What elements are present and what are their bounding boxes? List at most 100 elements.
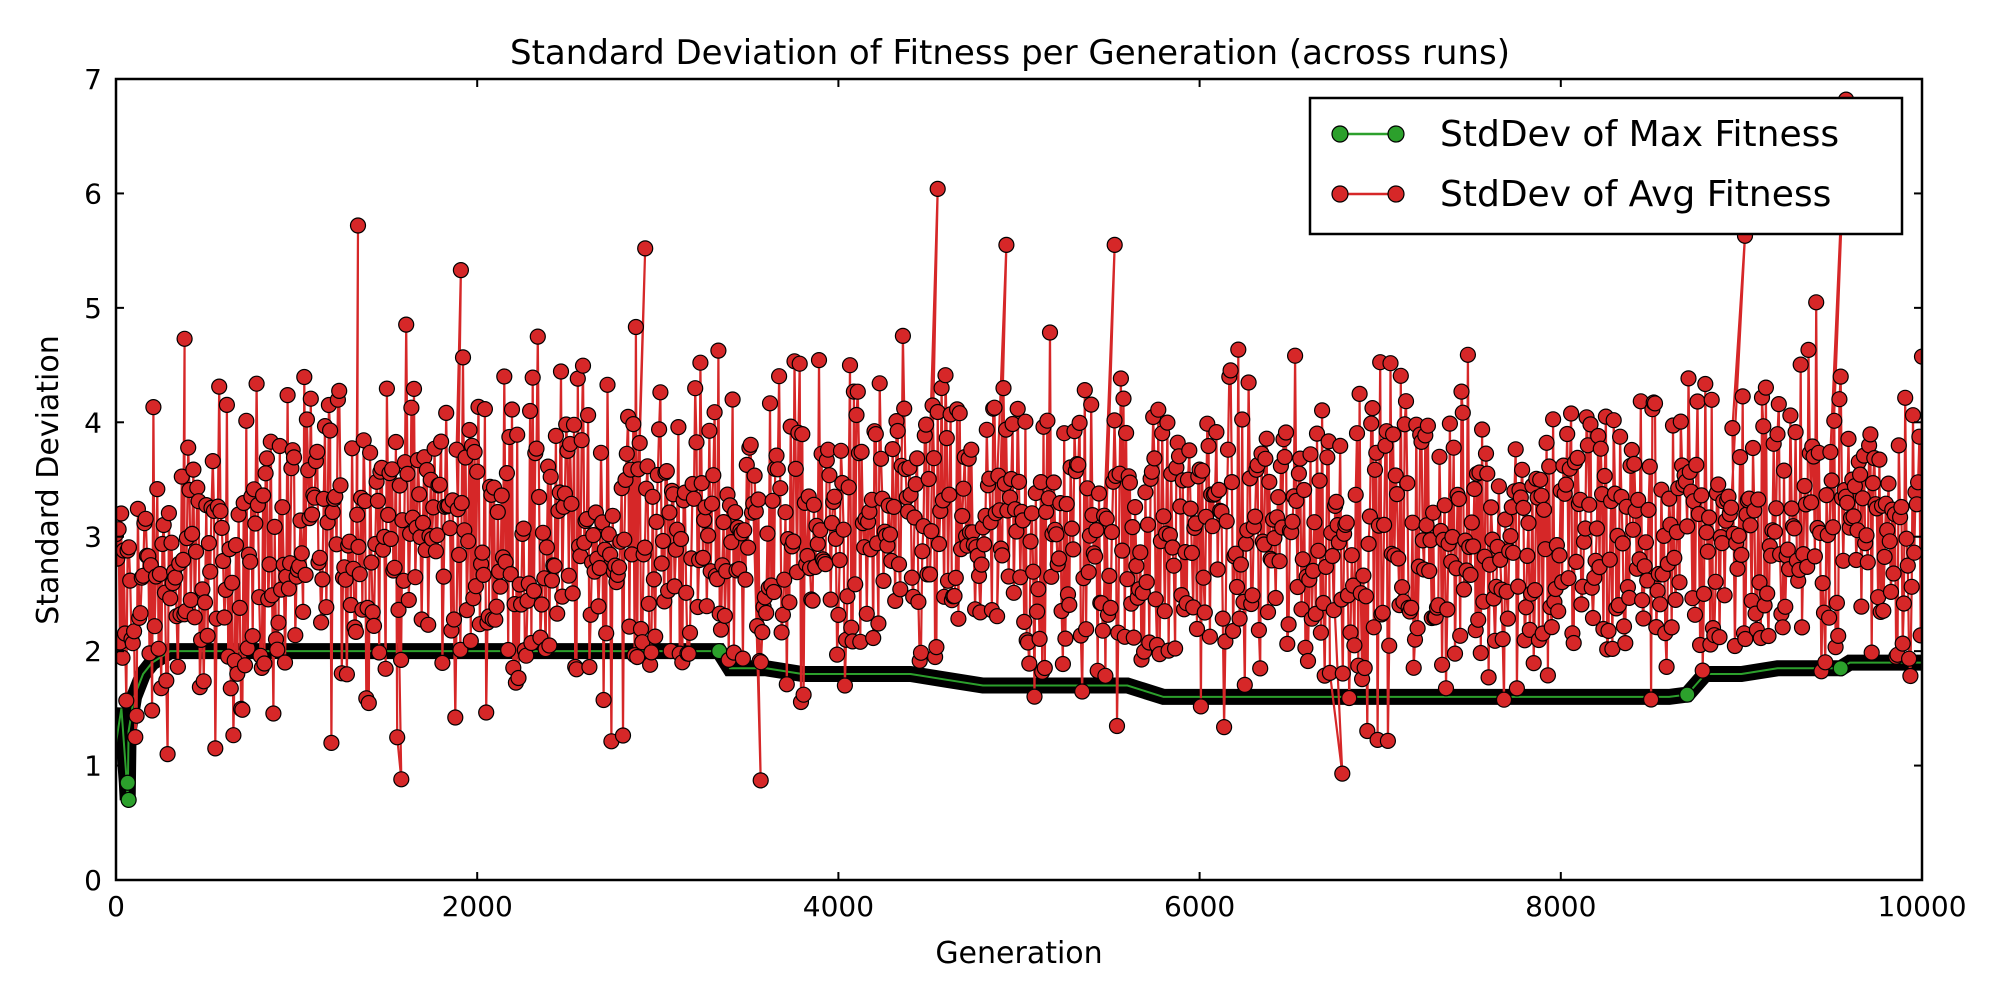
avg-fitness-point [1230,341,1247,358]
avg-fitness-point [261,556,278,573]
avg-fitness-point [560,567,577,584]
avg-fitness-point [643,644,660,661]
avg-fitness-point [1071,414,1088,431]
avg-fitness-point [533,596,550,613]
avg-fitness-point [322,422,339,439]
avg-fitness-point [1454,404,1471,421]
avg-fitness-point [445,611,463,628]
avg-fitness-point [1421,562,1438,580]
avg-fitness-point [1156,603,1173,620]
avg-fitness-point [831,551,848,569]
avg-fitness-point [405,380,423,397]
avg-fitness-point [469,463,486,480]
avg-fitness-point [885,498,903,515]
avg-fitness-point [1037,503,1055,520]
avg-fitness-point [1223,474,1241,491]
avg-fitness-point [1885,565,1902,582]
avg-fitness-point [843,619,860,636]
avg-fitness-point [225,727,242,744]
avg-fitness-point [1615,618,1633,635]
avg-fitness-point [1218,513,1235,530]
avg-fitness-point [1820,609,1838,626]
avg-fitness-point [274,499,291,516]
avg-fitness-point [248,375,265,392]
avg-fitness-point [826,488,843,505]
avg-fitness-point [195,673,212,690]
avg-fitness-point [795,686,812,703]
avg-fitness-point [1661,490,1678,507]
avg-fitness-point [1822,443,1839,461]
avg-fitness-point [314,571,331,588]
avg-fitness-point [794,426,811,443]
avg-fitness-point [1418,517,1435,534]
avg-fitness-point [1311,472,1328,489]
avg-fitness-point [1472,644,1489,662]
avg-fitness-point [637,240,654,257]
avg-fitness-point [951,405,968,422]
avg-fitness-point [680,645,697,662]
avg-fitness-point [509,426,526,443]
avg-fitness-point [1063,520,1081,537]
avg-fitness-point [1090,485,1108,502]
avg-fitness-point [778,676,795,693]
avg-fitness-point [529,328,546,345]
avg-fitness-point [1658,658,1675,676]
avg-fitness-point [391,477,408,494]
avg-fitness-point [1455,581,1473,598]
avg-fitness-point [128,707,145,724]
avg-fitness-point [889,422,906,440]
avg-fitness-point [1280,616,1297,633]
avg-fitness-point [1244,587,1261,604]
avg-fitness-point [216,609,233,626]
avg-fitness-point [871,375,888,392]
avg-fitness-point [1332,437,1349,454]
avg-fitness-point [1859,554,1876,571]
avg-fitness-point [955,480,972,497]
avg-fitness-point [1716,587,1733,604]
avg-fitness-point [1881,533,1898,550]
avg-fitness-point [925,450,943,467]
avg-fitness-point [1436,497,1453,514]
avg-fitness-point [1159,414,1176,431]
avg-fitness-point [1204,518,1221,535]
avg-fitness-point [534,524,552,541]
avg-fitness-point [184,525,201,543]
avg-fitness-point [360,694,377,712]
avg-fitness-point [1022,533,1039,550]
avg-fitness-point [1750,491,1767,508]
avg-fitness-point [311,549,328,566]
avg-fitness-point [1710,476,1727,493]
avg-fitness-point [200,534,217,552]
avg-fitness-point [640,595,657,612]
avg-fitness-point [841,357,859,374]
avg-fitness-point [1490,478,1508,495]
avg-fitness-point [1786,520,1803,537]
avg-fitness-point [1459,346,1477,363]
legend-marker [1387,185,1405,203]
avg-fitness-point [1031,630,1048,648]
avg-fitness-point [1054,655,1072,673]
avg-fitness-point [1908,496,1922,513]
avg-fitness-point [1900,650,1918,667]
avg-fitness-point [1439,601,1456,618]
y-tick-label: 7 [84,63,102,96]
avg-fitness-point [1535,501,1553,518]
avg-fitness-point [810,352,828,369]
avg-fitness-point [1030,581,1047,598]
avg-fitness-point [1894,635,1911,652]
avg-fitness-point [323,734,340,752]
avg-fitness-point [688,434,705,451]
avg-fitness-point [1424,504,1442,521]
avg-fitness-point [1086,548,1104,565]
avg-fitness-point [344,440,361,457]
avg-fitness-point [699,527,717,544]
avg-fitness-point [126,623,143,640]
avg-fitness-point [694,549,712,567]
avg-fitness-point [1270,489,1287,506]
avg-fitness-point [625,416,642,433]
avg-fitness-point [1559,425,1576,443]
avg-fitness-point [1520,514,1537,532]
avg-fitness-point [1115,390,1132,407]
avg-fitness-point [1688,456,1705,473]
avg-fitness-point [1196,604,1213,621]
